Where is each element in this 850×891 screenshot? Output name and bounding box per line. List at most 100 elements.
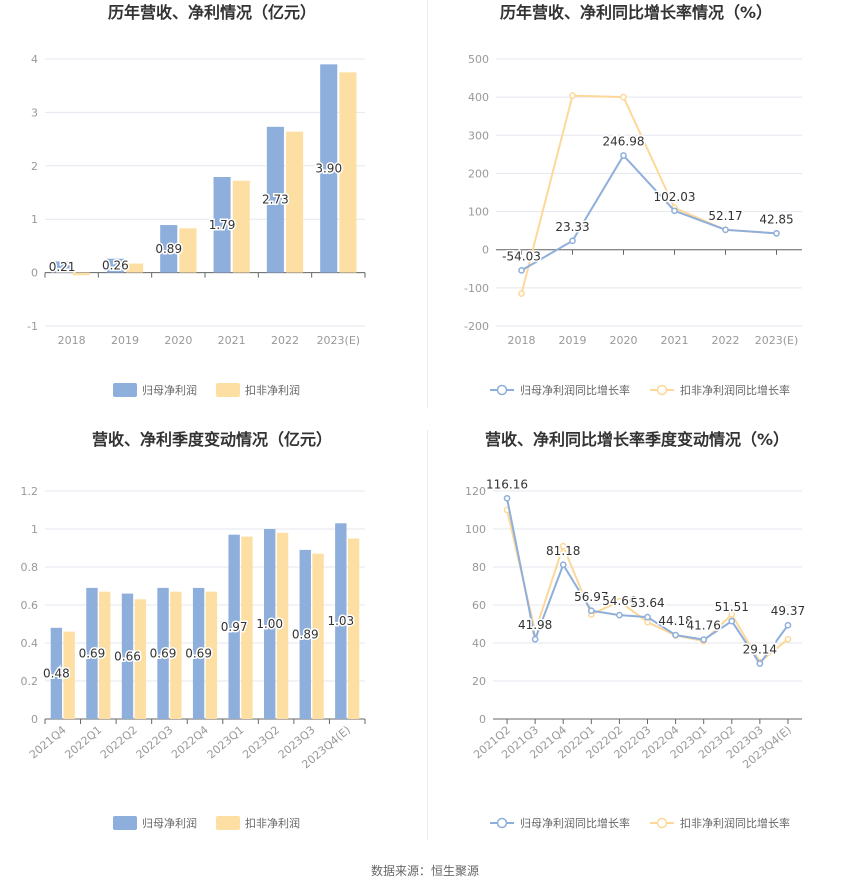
legend-label: 归母净利润 [142,816,197,830]
bar [50,627,63,719]
data-point [531,635,539,643]
chart-title: 营收、净利同比增长率季度变动情况（%） [485,430,789,449]
bar [276,532,289,719]
bar [264,529,276,719]
data-point [644,613,651,621]
y-tick-label: 0 [31,713,38,726]
data-point [728,611,736,618]
data-point [620,93,627,101]
legend-swatch [113,816,137,830]
y-tick-label: 3 [31,106,38,119]
data-label: 51.51 [715,600,749,614]
y-tick-label: 20 [472,675,486,688]
legend-marker [496,817,508,829]
data-point [616,611,623,619]
legend-marker [496,384,508,396]
data-point [773,230,780,237]
quarterly-profit-bar-chart: 营收、净利季度变动情况（亿元）00.20.40.60.811.22021Q420… [21,430,366,830]
data-point [559,542,567,550]
data-label: 0.89 [155,242,182,256]
x-tick-label: 2023(E) [317,334,361,347]
data-point [569,237,576,245]
data-point [722,226,729,234]
legend-label: 扣非净利润 [245,816,300,830]
data-label: 0.97 [221,620,248,634]
bar [241,536,253,719]
data-point [671,207,678,215]
data-point [784,621,792,629]
source-label: 数据来源： [370,864,431,878]
y-tick-label: 2 [31,160,38,173]
bar [134,599,146,719]
y-tick-label: 0.8 [21,561,39,574]
legend-swatch [113,383,137,397]
y-tick-label: 100 [468,206,489,219]
bar [86,587,98,719]
bar [266,126,284,273]
data-label: 0.48 [43,666,70,680]
data-point [569,92,576,99]
chart-title: 历年营收、净利同比增长率情况（%） [500,3,772,22]
data-point [518,290,525,297]
data-point [728,617,736,625]
legend-label: 扣非净利润 [245,383,300,397]
data-point [620,152,627,159]
data-label: 49.37 [771,604,805,618]
data-point [587,607,595,615]
bar [299,549,311,719]
data-point [784,635,792,643]
data-label: 81.18 [546,544,580,558]
bar [192,587,205,719]
x-tick-label: 2019 [111,334,139,347]
data-label: 0.21 [49,260,76,274]
data-point [700,636,708,644]
x-tick-label: 2023(E) [755,334,799,347]
data-label: 23.33 [555,220,589,234]
data-label: 0.26 [102,259,129,273]
y-tick-label: 4 [31,53,38,66]
data-label: 0.69 [79,646,106,660]
data-label: -54.03 [502,249,541,263]
bar [170,591,182,719]
y-tick-label: 400 [468,91,489,104]
legend-label: 归母净利润同比增长率 [520,383,630,397]
x-tick-label: 2019 [559,334,587,347]
y-tick-label: 0.4 [21,637,39,650]
y-tick-label: -1 [27,320,38,333]
y-tick-label: 120 [465,485,486,498]
annual-profit-bar-chart: 历年营收、净利情况（亿元） -1 0 1 2 3 4 2018 2019 2020 2021 2022… [27,3,366,397]
bar [347,538,360,719]
data-label: 246.98 [603,135,645,149]
bar [126,263,144,273]
data-label: 29.14 [743,643,777,657]
data-label: 102.03 [654,190,696,204]
data-point [503,494,511,502]
legend-marker [656,384,668,396]
x-tick-label: 2020 [610,334,638,347]
legend-label: 归母净利润同比增长率 [520,816,630,830]
y-tick-label: 300 [468,129,489,142]
x-tick-label: 2023Q1 [205,723,247,761]
bar [339,72,357,273]
x-tick-label: 2018 [508,334,536,347]
y-tick-label: 0.6 [21,599,39,612]
legend-swatch [216,383,240,397]
series-line [506,509,789,664]
data-label: 41.76 [687,619,721,633]
bar [157,587,169,719]
bar [106,258,124,273]
chart-quarterly-growth: 营收、净利同比增长率季度变动情况（%） 0 20 40 60 80 100 120 2021Q2… [428,425,850,845]
x-tick-label: 2021 [218,334,246,347]
y-tick-label: 60 [472,599,486,612]
y-tick-label: 0 [482,244,489,257]
y-tick-label: 40 [472,637,486,650]
bar [72,272,90,276]
data-label: 53.64 [630,596,664,610]
data-label: 0.66 [114,649,141,663]
series-line [520,94,777,294]
x-tick-label: 2021 [661,334,689,347]
data-label: 1.03 [327,614,354,628]
legend-label: 扣非净利润同比增长率 [680,816,790,830]
quarterly-growth-line-chart: 营收、净利同比增长率季度变动情况（%）0204060801001202021Q2… [465,430,807,830]
bar [213,177,231,273]
